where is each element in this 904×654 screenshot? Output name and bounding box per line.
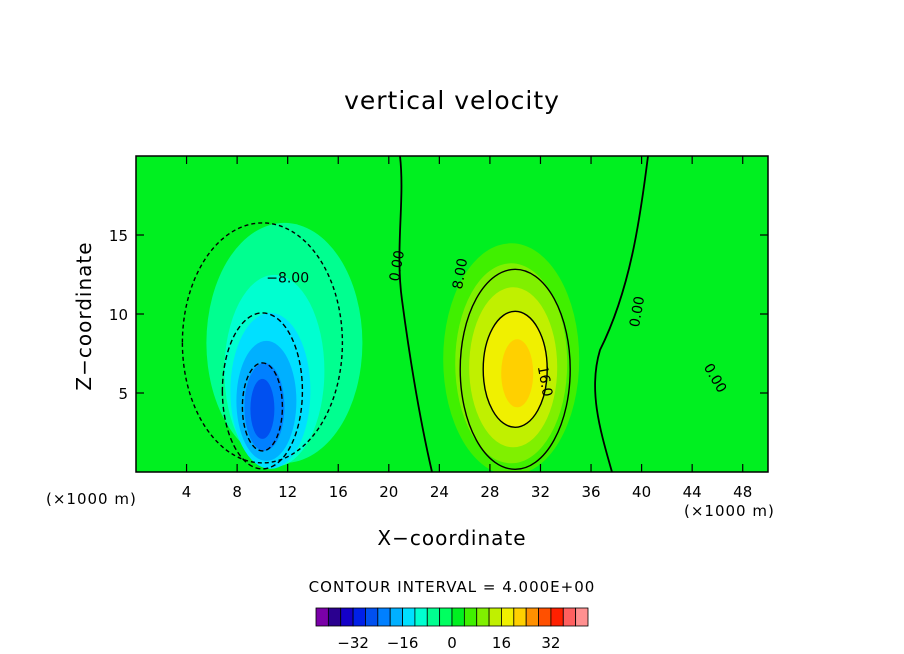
colorbar-swatch bbox=[365, 607, 379, 627]
right-updraft-zone bbox=[620, 352, 768, 472]
chart-title: vertical velocity bbox=[344, 86, 560, 115]
x-axis-label: X−coordinate bbox=[377, 526, 527, 550]
x-tick-label: 24 bbox=[430, 483, 449, 501]
colorbar-swatch bbox=[501, 607, 515, 627]
colorbar-tick-label: 32 bbox=[541, 634, 560, 652]
x-tick-label: 28 bbox=[480, 483, 499, 501]
colorbar-swatch bbox=[402, 607, 416, 627]
y-axis-label: Z−coordinate bbox=[72, 241, 96, 391]
x-tick-label: 16 bbox=[329, 483, 348, 501]
left-bottom-zone bbox=[140, 440, 230, 472]
colorbar-swatch bbox=[488, 607, 502, 627]
colorbar-swatch bbox=[562, 607, 577, 627]
colorbar-swatch bbox=[340, 607, 354, 627]
colorbar-swatch bbox=[538, 607, 552, 627]
y-tick-label: 15 bbox=[109, 227, 128, 245]
contour-label: 16.0 bbox=[534, 365, 555, 398]
x-unit-left: (×1000 m) bbox=[46, 490, 137, 508]
colorbar-tick-label: −32 bbox=[337, 634, 369, 652]
contour-label: 0.00 bbox=[627, 295, 648, 328]
contour-interval-text: CONTOUR INTERVAL = 4.000E+00 bbox=[308, 578, 596, 596]
colorbar-swatch bbox=[352, 607, 366, 627]
colorbar-swatch bbox=[426, 607, 441, 627]
x-tick-label: 4 bbox=[182, 483, 192, 501]
contour-label: 0.00 bbox=[387, 249, 408, 282]
x-tick-label: 44 bbox=[683, 483, 702, 501]
contour-line-2 bbox=[459, 268, 571, 470]
x-tick-label: 8 bbox=[232, 483, 242, 501]
contour-fills bbox=[136, 156, 768, 472]
colorbar-swatch bbox=[439, 607, 453, 627]
x-tick-label: 32 bbox=[531, 483, 550, 501]
colorbar-swatch bbox=[463, 607, 478, 627]
colorbar-tick-label: 0 bbox=[447, 634, 457, 652]
x-tick-label: 36 bbox=[581, 483, 600, 501]
contour-line-0 bbox=[398, 156, 433, 472]
x-tick-label: 20 bbox=[379, 483, 398, 501]
y-tick-label: 5 bbox=[118, 385, 128, 403]
y-tick-label: 10 bbox=[109, 306, 128, 324]
x-unit-right: (×1000 m) bbox=[684, 502, 775, 520]
colorbar-swatch bbox=[525, 607, 539, 627]
colorbar-swatch bbox=[451, 607, 465, 627]
colorbar-swatch bbox=[315, 607, 329, 627]
colorbar-swatch bbox=[377, 607, 391, 627]
x-tick-label: 48 bbox=[733, 483, 752, 501]
colorbar: −32 −16 0 16 32 bbox=[315, 607, 589, 652]
x-tick-label: 40 bbox=[632, 483, 651, 501]
colorbar-swatch bbox=[550, 607, 564, 627]
x-tick-label: 12 bbox=[278, 483, 297, 501]
contour-line-6 bbox=[181, 222, 344, 464]
updraft-level-4 bbox=[501, 339, 534, 408]
colorbar-swatch bbox=[327, 607, 342, 627]
contour-line-3 bbox=[482, 310, 548, 428]
colorbar-swatch bbox=[414, 607, 428, 627]
colorbar-swatch bbox=[575, 607, 589, 627]
colorbar-swatch bbox=[513, 607, 527, 627]
colorbar-tick-label: 16 bbox=[492, 634, 511, 652]
contour-line-1 bbox=[594, 156, 649, 472]
downdraft-level-5 bbox=[250, 378, 275, 439]
contour-line-5 bbox=[241, 362, 284, 452]
colorbar-swatch bbox=[476, 607, 490, 627]
colorbar-swatch bbox=[389, 607, 403, 627]
contour-label: −8.00 bbox=[266, 270, 309, 286]
colorbar-tick-label: −16 bbox=[387, 634, 419, 652]
contour-label: 8.00 bbox=[450, 257, 471, 290]
